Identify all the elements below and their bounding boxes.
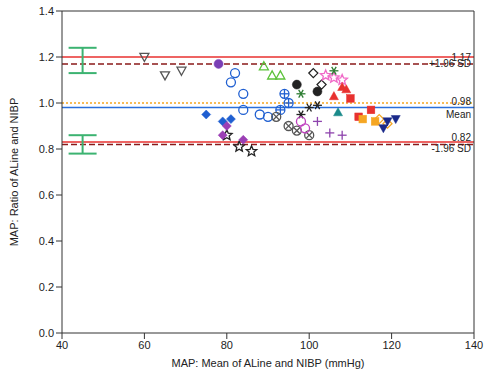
- svg-text:0.4: 0.4: [39, 235, 54, 247]
- svg-text:0.8: 0.8: [39, 143, 54, 155]
- svg-text:1.2: 1.2: [39, 51, 54, 63]
- svg-text:-1.96 SD: -1.96 SD: [432, 143, 471, 154]
- svg-text:1.0: 1.0: [39, 97, 54, 109]
- svg-text:60: 60: [138, 339, 150, 351]
- svg-text:80: 80: [221, 339, 233, 351]
- svg-text:140: 140: [465, 339, 483, 351]
- svg-text:Mean: Mean: [446, 109, 471, 120]
- svg-text:1.4: 1.4: [39, 5, 54, 17]
- svg-text:0.6: 0.6: [39, 189, 54, 201]
- svg-text:+1.96 SD: +1.96 SD: [429, 58, 471, 70]
- svg-text:0.0: 0.0: [39, 327, 54, 339]
- svg-text:100: 100: [300, 339, 318, 351]
- svg-text:40: 40: [56, 339, 68, 351]
- svg-text:MAP: Mean of ALine and NIBP (m: MAP: Mean of ALine and NIBP (mmHg): [172, 357, 365, 369]
- svg-text:0.98: 0.98: [452, 96, 472, 107]
- svg-text:120: 120: [382, 339, 400, 351]
- svg-text:0.82: 0.82: [452, 132, 472, 143]
- svg-text:1.17: 1.17: [452, 52, 472, 63]
- svg-text:0.2: 0.2: [39, 281, 54, 293]
- svg-text:MAP: Ratio of ALine and NIBP: MAP: Ratio of ALine and NIBP: [8, 98, 20, 247]
